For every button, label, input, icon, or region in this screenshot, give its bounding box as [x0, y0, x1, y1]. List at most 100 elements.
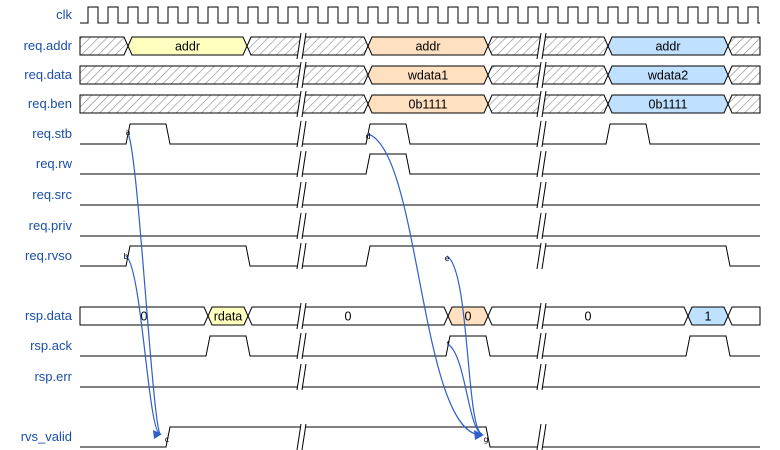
- arrowhead-g: [474, 430, 484, 440]
- gap-fill: [297, 33, 306, 59]
- node-label-g: g: [483, 435, 488, 444]
- gap-fill: [537, 243, 546, 269]
- gap-line: [301, 181, 307, 209]
- gap-line: [301, 32, 307, 60]
- gap-line: [296, 120, 302, 148]
- gap-line: [296, 363, 302, 391]
- bus-value: 0: [141, 310, 148, 324]
- gap-fill: [297, 333, 306, 359]
- signal-label: clk: [56, 7, 72, 22]
- gap-line: [296, 302, 302, 330]
- edge-a-c: [127, 133, 161, 435]
- gap-fill: [537, 151, 546, 177]
- signal-label: req.data: [24, 67, 72, 82]
- gap-fill: [297, 364, 306, 390]
- bus-value: addr: [655, 40, 680, 54]
- bus-segment: [79, 36, 129, 56]
- dependency-edges: [125, 133, 484, 440]
- gap-line: [301, 332, 307, 360]
- node-label-f: f: [447, 340, 450, 349]
- edge-b-c: [125, 255, 161, 435]
- bus-segment: [207, 306, 249, 326]
- signal-label: rvs_valid: [21, 429, 72, 444]
- bus-value: 0: [585, 310, 592, 324]
- arrowhead-c: [153, 430, 162, 439]
- gap-line: [536, 181, 542, 209]
- gap-fill: [537, 333, 546, 359]
- signal-label: rsp.err: [34, 369, 72, 384]
- bus-value: 0: [345, 310, 352, 324]
- gap-line: [536, 302, 542, 330]
- gap-line: [541, 423, 547, 450]
- gap-line: [301, 242, 307, 270]
- gap-fill: [537, 364, 546, 390]
- gap-fill: [297, 91, 306, 117]
- gap-line: [536, 61, 542, 89]
- signal-label: rsp.data: [25, 308, 73, 323]
- gap-line: [536, 363, 542, 391]
- node-label-c: c: [165, 435, 169, 444]
- gap-fill: [297, 213, 306, 239]
- bus-segment: [487, 94, 609, 114]
- gap-line: [296, 181, 302, 209]
- bus-segment: [727, 94, 761, 114]
- bus-value: addr: [415, 40, 440, 54]
- edge-d-g: [367, 133, 481, 436]
- bus-segment: [367, 36, 489, 56]
- gap-line: [296, 90, 302, 118]
- gap-fill: [537, 33, 546, 59]
- clk-wave: [80, 6, 760, 24]
- bus-segment: [487, 65, 609, 85]
- gap-fill: [297, 121, 306, 147]
- gap-line: [301, 423, 307, 450]
- bus-value: wdata1: [407, 69, 448, 83]
- bus-segment: [687, 306, 729, 326]
- gap-line: [541, 120, 547, 148]
- bus-segment: [79, 306, 209, 326]
- gap-fill: [537, 424, 546, 450]
- gap-fill: [537, 91, 546, 117]
- gap-fill: [537, 121, 546, 147]
- node-label-b: b: [123, 252, 128, 261]
- bus-segment: [447, 306, 489, 326]
- signal-label: req.rvso: [25, 248, 72, 263]
- signal-label: req.src: [32, 187, 72, 202]
- signal-label: req.rw: [36, 156, 73, 171]
- gap-line: [301, 90, 307, 118]
- bus-value: 0: [465, 310, 472, 324]
- gap-line: [301, 302, 307, 330]
- bus-segment: [727, 306, 761, 326]
- bus-segment: [487, 36, 609, 56]
- gap-line: [536, 332, 542, 360]
- gap-line: [296, 423, 302, 450]
- signal-tracks: addr addr addr wdata1 wdata2 0b1111 0b1111 0 rda…: [79, 6, 761, 448]
- gap-line: [536, 423, 542, 450]
- gap-line: [301, 150, 307, 178]
- bus-value: rdata: [214, 310, 243, 324]
- signal-labels: clk req.addr req.data req.ben req.stb req.rw r…: [21, 7, 73, 444]
- req-stb-wave: [80, 123, 760, 145]
- rvs-valid-wave: [80, 426, 760, 448]
- bus-segment: [79, 94, 369, 114]
- gap-line: [296, 61, 302, 89]
- edge-nodes: a b c d e f g: [123, 128, 488, 444]
- gap-line: [541, 150, 547, 178]
- gap-line: [541, 212, 547, 240]
- signal-label: req.addr: [24, 38, 73, 53]
- gap-fill: [297, 182, 306, 208]
- req-rvso-wave: [80, 245, 760, 267]
- rsp-ack-wave: [80, 335, 760, 357]
- gap-fill: [537, 213, 546, 239]
- bus-value: wdata2: [647, 69, 688, 83]
- gap-line: [296, 242, 302, 270]
- gap-line: [541, 242, 547, 270]
- bus-segment: [727, 65, 761, 85]
- gap-line: [301, 61, 307, 89]
- bus-value: 0b1111: [649, 98, 688, 112]
- gap-line: [541, 363, 547, 391]
- bus-value: 0b1111: [409, 98, 448, 112]
- bus-segment: [727, 36, 761, 56]
- gap-line: [541, 90, 547, 118]
- gap-line: [541, 32, 547, 60]
